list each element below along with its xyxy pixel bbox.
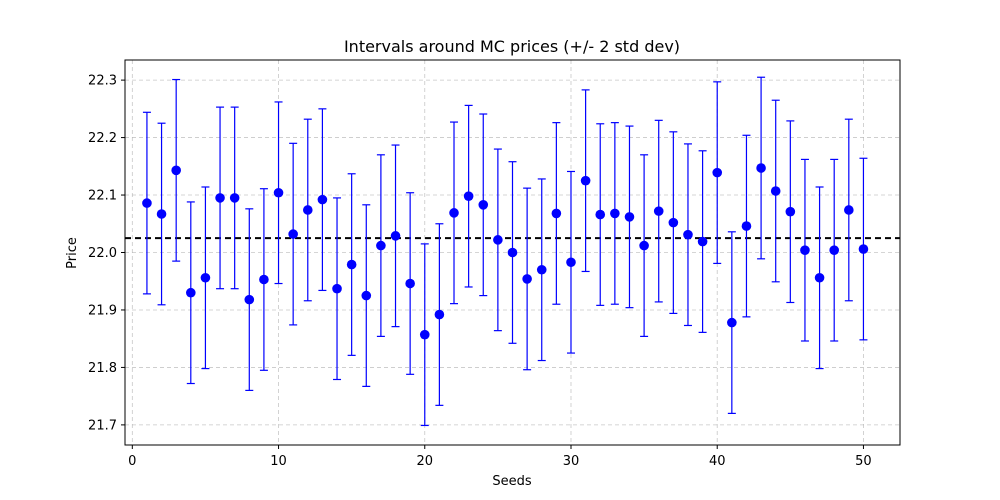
data-point xyxy=(610,208,620,219)
data-point xyxy=(186,287,196,298)
data-point xyxy=(142,198,152,208)
data-point xyxy=(390,231,401,241)
data-point xyxy=(624,212,635,222)
data-point xyxy=(829,245,839,256)
data-point xyxy=(405,278,415,289)
data-point xyxy=(727,317,737,328)
data-point xyxy=(756,163,766,173)
y-tick-label: 22.2 xyxy=(88,131,117,146)
data-point xyxy=(434,309,445,320)
data-point xyxy=(493,235,503,245)
data-point xyxy=(302,205,313,215)
data-point xyxy=(536,264,547,275)
data-point xyxy=(697,236,708,247)
data-point xyxy=(800,245,810,256)
data-point xyxy=(844,205,854,215)
y-tick-label: 22.0 xyxy=(88,246,117,261)
ticks-layer: 0 10 20 30 40 50 21.7 21.8 21.9 22.0 22.1 22.2 22.3 xyxy=(88,74,872,469)
x-tick-label: 30 xyxy=(563,454,580,469)
data-point xyxy=(171,165,181,176)
data-point xyxy=(156,209,167,219)
x-tick-label: 50 xyxy=(855,454,872,469)
data-point xyxy=(317,194,328,205)
data-point xyxy=(332,283,342,294)
data-point xyxy=(215,193,225,203)
y-tick-label: 21.7 xyxy=(88,418,117,433)
data-point xyxy=(712,167,723,178)
data-point xyxy=(376,240,386,251)
data-point xyxy=(200,272,211,283)
y-tick-label: 22.1 xyxy=(88,189,117,204)
data-point xyxy=(683,229,693,240)
error-bars-layer xyxy=(142,76,868,427)
data-point xyxy=(449,208,459,218)
data-point xyxy=(668,217,679,228)
data-point xyxy=(463,191,474,201)
y-tick-label: 22.3 xyxy=(88,74,117,89)
data-point xyxy=(522,274,532,284)
data-point xyxy=(653,206,664,216)
data-point xyxy=(741,221,752,231)
data-point xyxy=(259,274,269,285)
x-axis-label: Seeds xyxy=(492,474,532,489)
data-point xyxy=(346,259,357,270)
y-tick-label: 21.9 xyxy=(88,303,117,318)
x-tick-label: 10 xyxy=(270,454,287,469)
data-point xyxy=(785,206,796,217)
data-point xyxy=(595,209,606,220)
data-point xyxy=(858,244,869,254)
data-point xyxy=(419,329,430,340)
chart-title: Intervals around MC prices (+/- 2 std de… xyxy=(344,37,680,56)
data-point xyxy=(361,290,372,301)
points-layer xyxy=(142,163,869,340)
data-point xyxy=(770,186,781,196)
data-point xyxy=(566,257,576,268)
data-point xyxy=(551,208,562,219)
data-point xyxy=(814,272,825,283)
data-point xyxy=(639,240,649,251)
data-point xyxy=(229,193,240,203)
data-point xyxy=(288,229,298,239)
x-tick-label: 20 xyxy=(416,454,433,469)
data-point xyxy=(273,187,284,198)
x-tick-label: 0 xyxy=(128,454,136,469)
data-point xyxy=(478,200,489,210)
y-tick-label: 21.8 xyxy=(88,361,117,376)
data-point xyxy=(507,247,518,258)
y-axis-label: Price xyxy=(65,237,80,269)
data-point xyxy=(580,175,591,186)
x-tick-label: 40 xyxy=(709,454,726,469)
data-point xyxy=(244,294,255,305)
